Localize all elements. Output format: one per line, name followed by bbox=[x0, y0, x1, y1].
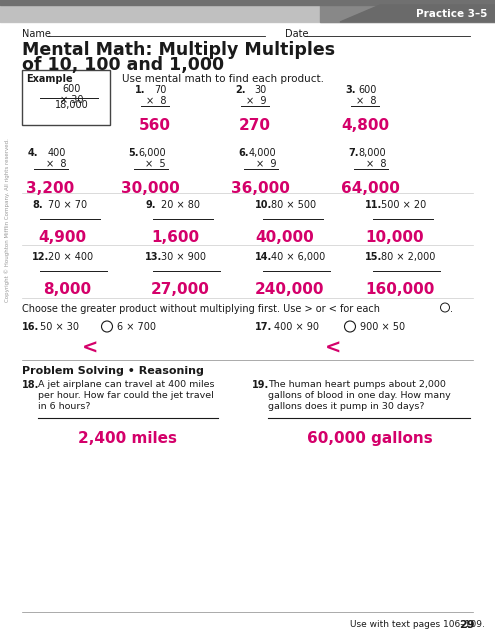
Text: 2.: 2. bbox=[235, 85, 246, 95]
Text: 8.: 8. bbox=[32, 200, 43, 210]
Text: 600: 600 bbox=[358, 85, 377, 95]
Text: 5.: 5. bbox=[128, 148, 139, 158]
Text: in 6 hours?: in 6 hours? bbox=[38, 402, 91, 411]
Text: 13.: 13. bbox=[145, 252, 162, 262]
Text: 9.: 9. bbox=[145, 200, 155, 210]
Bar bbox=[0, 0, 495, 22]
Text: 6 × 700: 6 × 700 bbox=[117, 322, 156, 332]
Text: 500 × 20: 500 × 20 bbox=[381, 200, 426, 210]
Text: 80 × 500: 80 × 500 bbox=[271, 200, 316, 210]
Text: ×  9: × 9 bbox=[255, 159, 276, 169]
Text: 6,000: 6,000 bbox=[139, 148, 166, 158]
Text: 8,000: 8,000 bbox=[358, 148, 386, 158]
Text: 70: 70 bbox=[154, 85, 167, 95]
Text: 30: 30 bbox=[255, 85, 267, 95]
Text: Choose the greater product without multiplying first. Use > or < for each: Choose the greater product without multi… bbox=[22, 304, 380, 314]
Text: per hour. How far could the jet travel: per hour. How far could the jet travel bbox=[38, 391, 214, 400]
Text: 12.: 12. bbox=[32, 252, 49, 262]
Text: ×  8: × 8 bbox=[356, 96, 377, 106]
Text: 17.: 17. bbox=[255, 322, 272, 332]
Text: 11.: 11. bbox=[365, 200, 382, 210]
Text: 4.: 4. bbox=[28, 148, 39, 158]
Text: ×  8: × 8 bbox=[147, 96, 167, 106]
Text: 20 × 80: 20 × 80 bbox=[161, 200, 200, 210]
Text: Example: Example bbox=[26, 74, 73, 84]
Text: 7.: 7. bbox=[348, 148, 358, 158]
Text: 19.: 19. bbox=[252, 380, 269, 390]
Text: 3.: 3. bbox=[345, 85, 355, 95]
Text: Date: Date bbox=[285, 29, 308, 39]
Text: Use mental math to find each product.: Use mental math to find each product. bbox=[122, 74, 324, 84]
Bar bbox=[22, 70, 110, 125]
Text: 4,800: 4,800 bbox=[341, 118, 389, 133]
Text: .: . bbox=[450, 305, 453, 314]
Text: Use with text pages 106–109.: Use with text pages 106–109. bbox=[350, 620, 485, 629]
Text: ×  8: × 8 bbox=[365, 159, 386, 169]
Text: 14.: 14. bbox=[255, 252, 272, 262]
Text: 16.: 16. bbox=[22, 322, 39, 332]
Text: 36,000: 36,000 bbox=[231, 181, 290, 196]
Text: of 10, 100 and 1,000: of 10, 100 and 1,000 bbox=[22, 56, 224, 74]
Text: gallons does it pump in 30 days?: gallons does it pump in 30 days? bbox=[268, 402, 425, 411]
Text: The human heart pumps about 2,000: The human heart pumps about 2,000 bbox=[268, 380, 446, 389]
Polygon shape bbox=[340, 5, 495, 22]
Text: 64,000: 64,000 bbox=[341, 181, 399, 196]
Polygon shape bbox=[0, 5, 360, 22]
Text: 15.: 15. bbox=[365, 252, 382, 262]
Text: 240,000: 240,000 bbox=[255, 282, 325, 297]
Bar bbox=[0, 0, 495, 5]
Text: 40 × 6,000: 40 × 6,000 bbox=[271, 252, 325, 262]
Text: 29: 29 bbox=[459, 620, 475, 630]
Text: 18.: 18. bbox=[22, 380, 40, 390]
Bar bbox=[0, 0, 495, 5]
Text: Copyright © Houghton Mifflin Company. All rights reserved.: Copyright © Houghton Mifflin Company. Al… bbox=[4, 138, 10, 302]
Text: 1.: 1. bbox=[135, 85, 146, 95]
Text: 20 × 400: 20 × 400 bbox=[48, 252, 93, 262]
Text: 70 × 70: 70 × 70 bbox=[48, 200, 87, 210]
Text: 560: 560 bbox=[139, 118, 171, 133]
Text: 270: 270 bbox=[239, 118, 271, 133]
Text: A jet airplane can travel at 400 miles: A jet airplane can travel at 400 miles bbox=[38, 380, 214, 389]
Text: 10,000: 10,000 bbox=[366, 230, 424, 245]
Text: 27,000: 27,000 bbox=[150, 282, 209, 297]
Text: 8,000: 8,000 bbox=[43, 282, 91, 297]
Text: × 30: × 30 bbox=[60, 95, 84, 105]
Text: 600: 600 bbox=[63, 84, 81, 94]
Text: 50 × 30: 50 × 30 bbox=[40, 322, 79, 332]
Text: 60,000 gallons: 60,000 gallons bbox=[307, 431, 433, 446]
Text: Practice 3–5: Practice 3–5 bbox=[416, 9, 487, 19]
Text: Name: Name bbox=[22, 29, 51, 39]
Text: ×  8: × 8 bbox=[46, 159, 66, 169]
Text: 18,000: 18,000 bbox=[55, 100, 89, 110]
Polygon shape bbox=[320, 0, 495, 22]
Text: 40,000: 40,000 bbox=[255, 230, 314, 245]
Text: <: < bbox=[82, 339, 98, 358]
Text: 1,600: 1,600 bbox=[151, 230, 199, 245]
Text: 30,000: 30,000 bbox=[121, 181, 179, 196]
Text: 6.: 6. bbox=[238, 148, 248, 158]
Text: 4,000: 4,000 bbox=[248, 148, 276, 158]
Text: 4,900: 4,900 bbox=[38, 230, 86, 245]
Text: 80 × 2,000: 80 × 2,000 bbox=[381, 252, 436, 262]
Text: 10.: 10. bbox=[255, 200, 272, 210]
Text: 160,000: 160,000 bbox=[365, 282, 435, 297]
Text: Mental Math: Multiply Multiples: Mental Math: Multiply Multiples bbox=[22, 41, 335, 59]
Text: 2,400 miles: 2,400 miles bbox=[79, 431, 178, 446]
Text: ×  5: × 5 bbox=[146, 159, 166, 169]
Text: ×  9: × 9 bbox=[247, 96, 267, 106]
Text: 30 × 900: 30 × 900 bbox=[161, 252, 206, 262]
Text: gallons of blood in one day. How many: gallons of blood in one day. How many bbox=[268, 391, 451, 400]
Text: 400: 400 bbox=[48, 148, 66, 158]
Text: 3,200: 3,200 bbox=[26, 181, 74, 196]
Text: Problem Solving • Reasoning: Problem Solving • Reasoning bbox=[22, 366, 204, 376]
Text: 400 × 90: 400 × 90 bbox=[274, 322, 319, 332]
Text: 900 × 50: 900 × 50 bbox=[360, 322, 405, 332]
Text: <: < bbox=[325, 339, 341, 358]
